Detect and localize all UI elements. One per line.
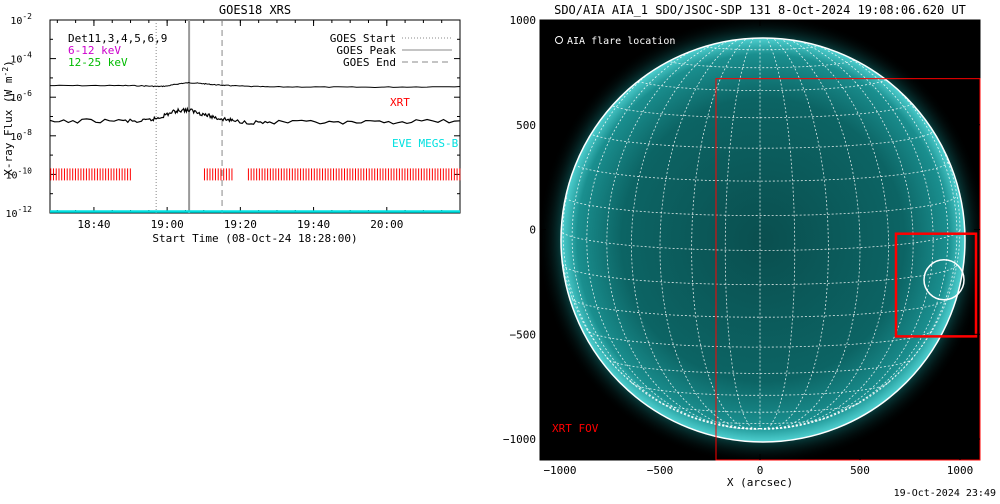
- xrt-target-box: [894, 232, 978, 338]
- aia-x-tick-label: 500: [850, 464, 870, 477]
- flare-location-circle: [923, 259, 965, 301]
- grid-meridian: [571, 38, 761, 429]
- aia-xlabel: X (arcsec): [727, 476, 793, 489]
- aia-y-axis: 1000 500 0 −500 −1000: [503, 14, 980, 446]
- aia-x-axis: −1000 −500 0 500 1000: [543, 20, 973, 477]
- grid-parallel: [606, 101, 914, 119]
- goes-series: [49, 81, 461, 125]
- goes-x-tick-label: 20:00: [370, 218, 403, 231]
- aia-image: [540, 20, 980, 460]
- grid-meridian: [759, 38, 861, 430]
- legend-goes-start: GOES Start: [330, 32, 396, 45]
- grid-meridian: [759, 38, 829, 430]
- aia-y-tick-label: −1000: [503, 433, 536, 446]
- grid-parallel: [586, 130, 934, 149]
- goes-y-tick-label: 10-6: [10, 89, 32, 104]
- goes-x-tick-label: 19:00: [151, 218, 184, 231]
- grid-parallel: [724, 425, 796, 430]
- legend-goes-peak: GOES Peak: [336, 44, 396, 57]
- goes-y-tick-label: 10-4: [10, 51, 32, 66]
- aia-y-tick-label: 0: [529, 224, 536, 237]
- goes-y-tick-label: 10-12: [6, 205, 33, 220]
- grid-parallel: [562, 194, 958, 217]
- grid-meridian: [659, 38, 761, 430]
- grid-parallel: [659, 401, 861, 413]
- grid-meridian: [759, 38, 914, 430]
- aia-x-tick-label: −1000: [543, 464, 576, 477]
- goes-title: GOES18 XRS: [219, 3, 291, 17]
- goes-x-tick-label: 18:40: [77, 218, 110, 231]
- xrt-fov-label: XRT FOV: [552, 422, 599, 435]
- grid-parallel: [586, 328, 934, 348]
- goes-x-tick-label: 19:40: [297, 218, 330, 231]
- aia-title: SDO/AIA AIA_1 SDO/JSOC-SDP 131 8-Oct-202…: [554, 3, 966, 17]
- aia-y-tick-label: −500: [510, 328, 537, 341]
- goes-info-band-low: 6-12 keV: [68, 44, 121, 57]
- goes-event-markers: [155, 20, 223, 213]
- grid-meridian: [691, 38, 761, 430]
- aia-panel: SDO/AIA AIA_1 SDO/JSOC-SDP 131 8-Oct-202…: [503, 3, 981, 489]
- goes-flux-line: [49, 106, 461, 125]
- grid-parallel: [606, 357, 914, 374]
- aia-y-tick-label: 1000: [510, 14, 537, 27]
- goes-info-band-high: 12-25 keV: [68, 56, 128, 69]
- goes-info-det: Det11,3,4,5,6,9: [68, 32, 167, 45]
- xrt-fov-box: [715, 78, 981, 461]
- flare-legend-symbol: [555, 36, 563, 44]
- goes-y-tick-label: 10-10: [6, 166, 33, 181]
- grid-parallel: [659, 57, 861, 69]
- grid-parallel: [691, 416, 829, 424]
- goes-legend: GOES Start GOES Peak GOES End: [330, 32, 452, 69]
- aia-x-tick-label: 0: [757, 464, 764, 477]
- goes-y-axis: 10-2 10-4 10-6 10-8 10-10 10-12: [6, 12, 460, 220]
- aia-overlays: [715, 78, 981, 461]
- grid-meridian: [759, 38, 890, 430]
- solar-limb: [560, 37, 966, 443]
- goes-flux-line: [50, 81, 461, 89]
- flare-legend-text: AIA flare location: [567, 36, 675, 47]
- eve-label: EVE MEGS-B: [392, 137, 459, 150]
- grid-parallel: [562, 263, 958, 286]
- xrt-label: XRT: [390, 96, 410, 109]
- goes-xlabel: Start Time (08-Oct-24 18:28:00): [152, 232, 357, 245]
- legend-goes-end: GOES End: [343, 56, 396, 69]
- aia-y-tick-label: 500: [516, 119, 536, 132]
- timestamp: 19-Oct-2024 23:49: [894, 488, 996, 499]
- goes-info-block: Det11,3,4,5,6,9 6-12 keV 12-25 keV: [68, 32, 167, 69]
- solar-disk: [561, 38, 965, 442]
- xrt-coverage-bars: [50, 168, 461, 181]
- goes-ylabel: X-ray Flux (W m-2): [1, 60, 15, 176]
- heliographic-grid: [561, 38, 961, 430]
- goes-panel: GOES18 XRS 10-2 10-4 10-6 10-8 10-10 10-12 18…: [1, 3, 461, 245]
- goes-y-tick-label: 10-8: [10, 128, 32, 143]
- grid-parallel: [561, 229, 961, 251]
- goes-y-tick-label: 10-2: [10, 12, 32, 27]
- aia-x-tick-label: 1000: [947, 464, 974, 477]
- goes-x-tick-label: 19:20: [224, 218, 257, 231]
- aia-x-tick-label: −500: [647, 464, 674, 477]
